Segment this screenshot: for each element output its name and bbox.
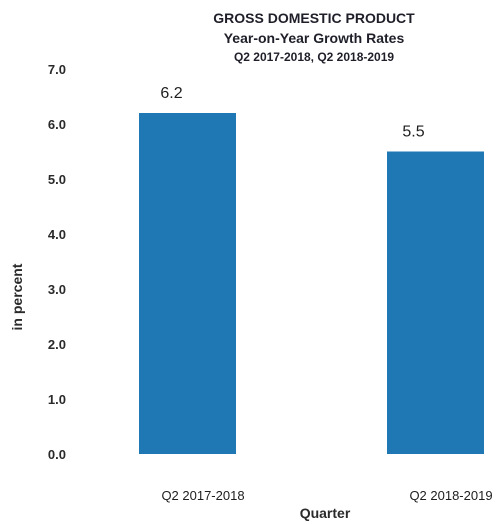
y-tick-label: 4.0: [48, 227, 66, 242]
x-category-label: Q2 2017-2018: [161, 488, 244, 503]
y-tick-label: 1.0: [48, 392, 66, 407]
bar-value-label: 6.2: [160, 85, 182, 102]
chart-title: GROSS DOMESTIC PRODUCT: [213, 10, 415, 26]
x-axis-categories: Q2 2017-2018 Q2 2018-2019: [161, 488, 492, 503]
data-labels: 6.2 5.5: [160, 85, 424, 141]
bar-value-label: 5.5: [402, 124, 424, 141]
bar: [139, 113, 236, 454]
y-tick-label: 7.0: [48, 62, 66, 77]
y-axis-ticks: 0.0 1.0 2.0 3.0 4.0 5.0 6.0 7.0: [48, 62, 66, 462]
x-axis-label: Quarter: [300, 505, 351, 521]
x-category-label: Q2 2018-2019: [409, 488, 492, 503]
y-tick-label: 6.0: [48, 117, 66, 132]
bars: [139, 113, 484, 454]
chart-subtitle: Year-on-Year Growth Rates: [224, 30, 405, 46]
y-tick-label: 0.0: [48, 447, 66, 462]
y-tick-label: 5.0: [48, 172, 66, 187]
y-tick-label: 3.0: [48, 282, 66, 297]
chart-subtitle-period: Q2 2017-2018, Q2 2018-2019: [234, 50, 394, 64]
bar: [387, 151, 484, 454]
y-tick-label: 2.0: [48, 337, 66, 352]
y-axis-label: in percent: [9, 263, 25, 330]
